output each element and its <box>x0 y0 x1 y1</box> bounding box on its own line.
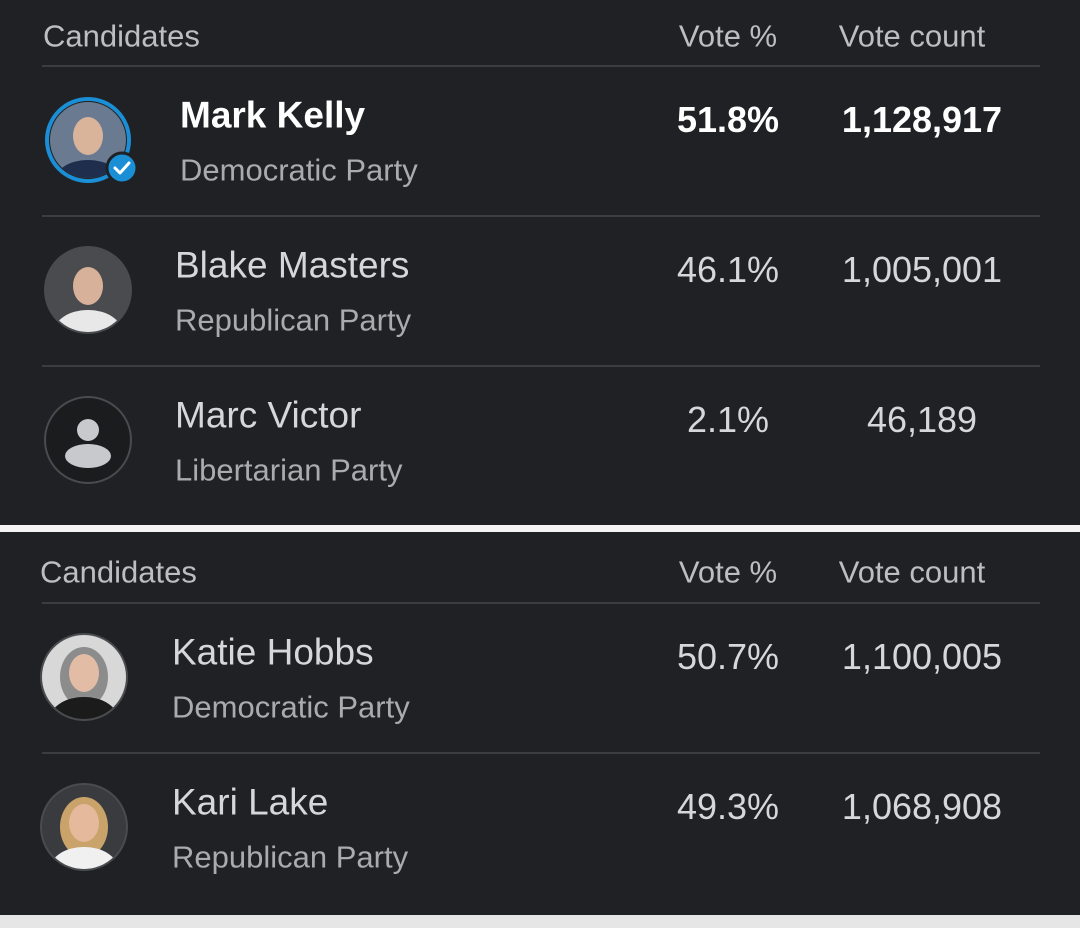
vote-count: 1,068,908 <box>841 786 1003 827</box>
avatar <box>45 97 139 185</box>
vote-pct: 49.3% <box>676 786 780 827</box>
candidate-party: Democratic Party <box>180 152 418 188</box>
avatar <box>44 246 132 334</box>
header-vote-pct: Vote % <box>678 554 778 590</box>
candidate-name: Blake Masters <box>175 244 410 286</box>
row-divider <box>42 365 1040 367</box>
vote-count: 1,100,005 <box>841 636 1003 677</box>
vote-pct: 46.1% <box>676 249 780 290</box>
avatar <box>44 396 132 484</box>
row-divider <box>42 215 1040 217</box>
candidate-party: Democratic Party <box>172 689 410 725</box>
header-candidates: Candidates <box>43 18 200 54</box>
candidate-name: Kari Lake <box>172 781 329 823</box>
header-vote-count: Vote count <box>838 18 986 54</box>
avatar <box>40 783 128 871</box>
governor-panel: Candidates Vote % Vote count Katie Hobbs Dem… <box>0 532 1080 915</box>
avatar <box>40 633 128 721</box>
header-candidates: Candidates <box>40 554 197 590</box>
header-vote-pct: Vote % <box>678 18 778 54</box>
header-vote-count: Vote count <box>838 554 986 590</box>
candidate-name: Marc Victor <box>175 394 362 436</box>
divider <box>0 525 1080 532</box>
vote-pct: 50.7% <box>676 636 780 677</box>
candidate-name: Katie Hobbs <box>172 631 374 673</box>
vote-pct: 51.8% <box>676 99 780 140</box>
senate-panel: Candidates Vote % Vote count Mark Kelly Demo… <box>0 0 1080 525</box>
candidate-party: Republican Party <box>172 839 409 875</box>
vote-count: 1,005,001 <box>841 249 1003 290</box>
candidate-name: Mark Kelly <box>180 94 366 136</box>
vote-count: 1,128,917 <box>841 99 1003 140</box>
row-divider <box>42 602 1040 604</box>
vote-count: 46,189 <box>866 399 978 440</box>
vote-pct: 2.1% <box>686 399 770 440</box>
candidate-party: Republican Party <box>175 302 412 338</box>
candidate-party: Libertarian Party <box>175 452 403 488</box>
row-divider <box>42 752 1040 754</box>
row-divider <box>42 65 1040 67</box>
